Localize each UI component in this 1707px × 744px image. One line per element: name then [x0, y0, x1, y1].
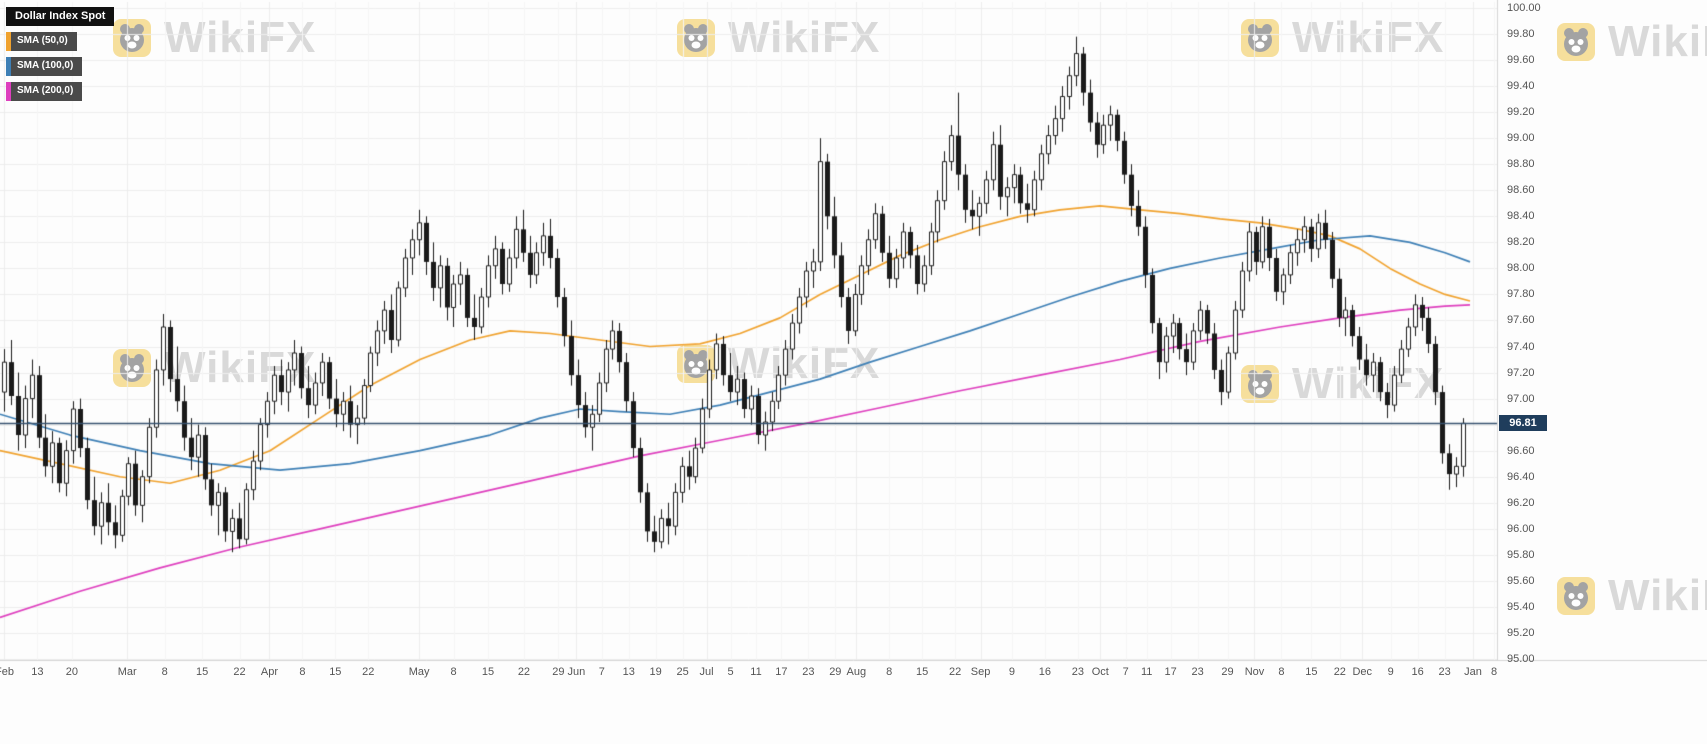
price-tick-label: 99.60	[1507, 54, 1535, 67]
time-tick-label: Aug	[846, 666, 867, 678]
sma-label: SMA (100,0)	[17, 60, 74, 71]
time-tick-label: 29	[829, 666, 842, 678]
legend-item-sma500: SMA (50,0)	[6, 32, 77, 51]
time-tick-label: 22	[362, 666, 375, 678]
time-tick-label: 23	[802, 666, 815, 678]
time-tick-label: 25	[676, 666, 689, 678]
sma-color-swatch	[6, 82, 11, 101]
time-tick-label: 22	[517, 666, 531, 678]
time-tick-label: 16	[1411, 666, 1424, 678]
time-tick-label: 7	[598, 666, 605, 678]
time-tick-label: Sep	[970, 666, 991, 678]
time-tick-label: 23	[1071, 666, 1084, 678]
time-tick-label: 8	[450, 666, 457, 678]
time-tick-label: 19	[649, 666, 662, 678]
time-tick-label: 15	[916, 666, 929, 678]
price-tick-label: 99.20	[1507, 106, 1535, 119]
price-tick-label: 98.20	[1507, 236, 1535, 249]
time-tick-label: Nov	[1244, 666, 1265, 678]
time-tick-label: 9	[1387, 666, 1394, 678]
price-tick-label: 95.20	[1507, 626, 1535, 639]
price-tick-label: 97.20	[1507, 366, 1535, 379]
price-tick-label: 95.40	[1507, 600, 1535, 613]
time-tick-label: 16	[1038, 666, 1052, 678]
time-tick-label: 17	[1164, 666, 1177, 678]
price-tick-label: 99.00	[1507, 132, 1535, 145]
time-tick-label: 22	[233, 666, 246, 678]
price-tick-label: 99.40	[1507, 80, 1535, 93]
time-tick-label: 17	[775, 666, 788, 678]
time-tick-label: 8	[299, 666, 306, 678]
legend-item-sma1000: SMA (100,0)	[6, 57, 83, 76]
time-tick-label: 22	[1333, 666, 1346, 678]
price-tick-label: 99.80	[1507, 28, 1535, 41]
time-tick-label: 11	[1140, 666, 1153, 678]
price-tick-label: 98.00	[1507, 262, 1535, 275]
time-tick-label: Jan	[1464, 666, 1482, 678]
time-tick-label: 8	[1278, 666, 1285, 678]
time-tick-label: 13	[31, 666, 44, 678]
price-tick-label: 95.80	[1507, 548, 1535, 561]
price-tick-label: 97.40	[1507, 340, 1535, 353]
symbol-label: Dollar Index Spot	[6, 7, 115, 26]
time-tick-label: Jul	[699, 666, 714, 678]
time-tick-label: Jun	[567, 666, 586, 678]
sma-label: SMA (50,0)	[17, 35, 68, 46]
legend-item-sma2000: SMA (200,0)	[6, 82, 83, 101]
time-tick-label: 23	[1191, 666, 1204, 678]
time-tick-label: Oct	[1091, 666, 1109, 678]
time-tick-label: 15	[329, 666, 342, 678]
sma-label: SMA (200,0)	[17, 85, 74, 96]
price-tick-label: 97.00	[1507, 392, 1535, 405]
time-tick-label: 9	[1008, 666, 1016, 678]
last-price-tag: 96.81	[1499, 415, 1547, 432]
price-tick-label: 96.60	[1507, 444, 1535, 457]
time-tick-label: 22	[948, 666, 962, 678]
time-tick-label: Feb	[0, 666, 14, 678]
time-tick-label: 7	[1122, 666, 1129, 678]
price-tick-label: 95.00	[1507, 653, 1535, 665]
time-tick-label: 20	[65, 666, 78, 678]
price-tick-label: 97.80	[1507, 288, 1535, 301]
price-tick-label: 97.60	[1507, 314, 1535, 327]
price-tick-label: 96.40	[1507, 470, 1535, 483]
chart-legend: Dollar Index Spot SMA (50,0) SMA (100,0) S…	[6, 6, 115, 107]
time-tick-label: 13	[622, 666, 635, 678]
time-tick-label: Apr	[260, 666, 279, 678]
price-tick-label: 96.00	[1507, 522, 1535, 535]
time-tick-label: 23	[1438, 666, 1451, 678]
price-tick-label: 98.60	[1507, 184, 1535, 197]
time-tick-label: Mar	[117, 666, 137, 678]
time-tick-label: 8	[886, 666, 893, 678]
time-tick-label: 8	[161, 666, 168, 678]
time-tick-label: 5	[727, 666, 734, 678]
time-tick-label: 29	[1221, 666, 1234, 678]
price-tick-label: 96.20	[1507, 496, 1535, 509]
price-tick-label: 98.80	[1507, 158, 1535, 171]
sma-color-swatch	[6, 57, 11, 76]
time-tick-label: 15	[195, 666, 209, 678]
price-tick-label: 95.60	[1507, 574, 1535, 587]
sma-color-swatch	[6, 32, 11, 51]
time-tick-label: 8	[1490, 666, 1498, 678]
time-tick-label: 11	[750, 666, 762, 678]
price-tick-label: 98.40	[1507, 210, 1535, 223]
price-tick-label: 100.00	[1507, 2, 1541, 14]
time-tick-label: Dec	[1352, 666, 1373, 678]
price-axis[interactable]: 100.00 99.80 99.60 99.40 99.20 99.00 98.80 98.6…	[1497, 0, 1707, 665]
time-tick-label: May	[408, 666, 430, 678]
time-tick-label: 15	[481, 666, 495, 678]
time-tick-label: 15	[1305, 666, 1318, 678]
time-tick-label: 29	[552, 666, 565, 678]
indicator-legend-list: SMA (50,0) SMA (100,0) SMA (200,0)	[6, 32, 114, 101]
time-axis[interactable]: Feb1320Mar81522Apr81522May8152229Jun7131…	[0, 660, 1497, 686]
